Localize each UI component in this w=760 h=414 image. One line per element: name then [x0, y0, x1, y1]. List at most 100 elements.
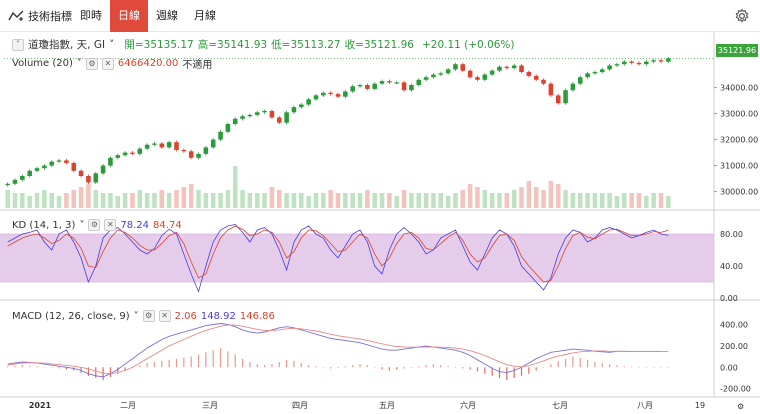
tab-weekly[interactable]: 週線	[156, 9, 178, 22]
candle-body	[636, 62, 642, 65]
candle-body	[548, 83, 554, 96]
candle-body	[49, 161, 54, 166]
macd-hist-bar	[425, 365, 427, 368]
macd-hist-bar	[374, 367, 376, 368]
volume-bar	[254, 193, 260, 208]
volume-bar	[409, 193, 414, 208]
macd-hist-bar	[579, 357, 581, 368]
candle-body	[357, 85, 363, 87]
volume-bar	[108, 193, 113, 208]
chart-canvas[interactable]: 34000.00 33000.00 32000.00 31000.00 30000.00…	[0, 32, 760, 414]
volume-bar	[563, 190, 568, 208]
time-tick-label: 三月	[202, 401, 218, 410]
candle-body	[100, 165, 106, 174]
candle-body	[174, 142, 179, 150]
macd-hist-bar	[337, 367, 339, 368]
volume-bar	[533, 187, 539, 208]
kd-tick-label: 40.00	[720, 262, 743, 271]
chevron-down-icon[interactable]: ˅	[76, 58, 82, 69]
collapse-icon[interactable]: ˅	[12, 38, 24, 51]
macd-hist-bar	[300, 363, 302, 368]
candle-body	[555, 95, 561, 104]
volume-bar	[629, 193, 634, 208]
candle-body	[130, 152, 135, 154]
macd-hist-bar	[418, 366, 420, 368]
candle-body	[210, 139, 216, 148]
volume-bar	[570, 193, 576, 208]
candle-body	[394, 82, 400, 84]
candle-body	[56, 160, 62, 162]
candle-body	[71, 163, 77, 171]
macd-hist-bar	[7, 366, 9, 368]
close-icon[interactable]: ✕	[104, 219, 117, 231]
chart-area[interactable]: 34000.00 33000.00 32000.00 31000.00 30000.00…	[0, 32, 760, 414]
open-label: 開	[124, 39, 135, 51]
macd-tick-label: 400.00	[720, 321, 748, 330]
macd-hist-bar	[667, 367, 669, 368]
candle-body	[387, 81, 392, 83]
macd-hist-bar	[197, 354, 200, 368]
macd-hist-bar	[330, 367, 332, 369]
candle-body	[5, 183, 10, 186]
candle-body	[658, 60, 664, 62]
chevron-down-icon[interactable]: ˅	[109, 38, 115, 51]
price-tick-label: 30000.00	[720, 188, 758, 197]
candle-body	[467, 70, 473, 78]
volume-bar	[276, 190, 282, 208]
volume-bar	[592, 193, 598, 208]
macd-hist-bar	[623, 366, 625, 368]
volume-bar	[343, 193, 348, 208]
candle-body	[431, 74, 436, 78]
volume-bar	[174, 190, 179, 208]
candle-body	[291, 107, 297, 113]
settings-icon[interactable]: ⚙	[142, 310, 155, 322]
macd-hist-bar	[359, 364, 361, 368]
chevron-down-icon[interactable]: ˅	[79, 219, 85, 231]
close-icon[interactable]: ✕	[158, 310, 171, 322]
macd-tick-label: -200.00	[720, 385, 751, 394]
macd-hist-bar	[572, 356, 574, 368]
candle-body	[416, 79, 422, 85]
tab-daily[interactable]: 日線	[110, 0, 148, 32]
volume-bar	[519, 187, 524, 208]
candle-body	[254, 112, 260, 115]
volume-bar	[482, 190, 488, 208]
volume-bar	[49, 193, 54, 208]
candle-body	[232, 118, 238, 124]
macd-hist-bar	[660, 367, 662, 368]
volume-bar	[166, 193, 172, 208]
volume-name[interactable]: Volume (20)	[12, 58, 73, 69]
settings-icon[interactable]: ⚙	[85, 57, 98, 70]
chevron-down-icon[interactable]: ˅	[133, 310, 139, 322]
indicator-brand[interactable]: 技術指標	[8, 8, 72, 24]
macd-name[interactable]: MACD (12, 26, close, 9)	[12, 310, 130, 322]
gear-icon[interactable]	[734, 8, 750, 24]
change-value: +20.11 (+0.06%)	[421, 38, 515, 51]
candle-body	[276, 117, 282, 123]
kd-tick-label: 80.00	[720, 230, 743, 239]
volume-bar	[137, 190, 143, 208]
macd-hist-bar	[352, 365, 354, 368]
macd-hist-bar	[241, 358, 244, 368]
volume-bar	[93, 190, 99, 208]
macd-hist-bar	[388, 367, 390, 371]
time-tick-label: 二月	[120, 401, 136, 410]
macd-hist-bar	[447, 366, 449, 368]
tab-monthly[interactable]: 月線	[194, 9, 216, 22]
kd-name[interactable]: KD (14, 1, 3)	[12, 219, 76, 231]
volume-bar	[541, 190, 546, 208]
candle-body	[42, 165, 47, 169]
volume-note: 不適用	[182, 60, 213, 71]
volume-bar	[181, 187, 187, 208]
close-icon[interactable]: ✕	[101, 57, 114, 70]
symbol-label[interactable]: 道瓊指數, 天, GI	[28, 39, 106, 51]
axis-settings-icon[interactable]: ⚙	[737, 402, 744, 411]
candle-body	[137, 148, 143, 154]
macd-hist-bar	[102, 367, 104, 381]
tab-realtime[interactable]: 即時	[80, 9, 102, 22]
volume-bar	[555, 184, 561, 208]
kd-legend: KD (14, 1, 3) ˅ ⚙ ✕ 78.24 84.74	[12, 219, 182, 231]
macd-hist-bar	[73, 367, 75, 371]
volume-bar	[467, 184, 473, 208]
settings-icon[interactable]: ⚙	[88, 219, 101, 231]
